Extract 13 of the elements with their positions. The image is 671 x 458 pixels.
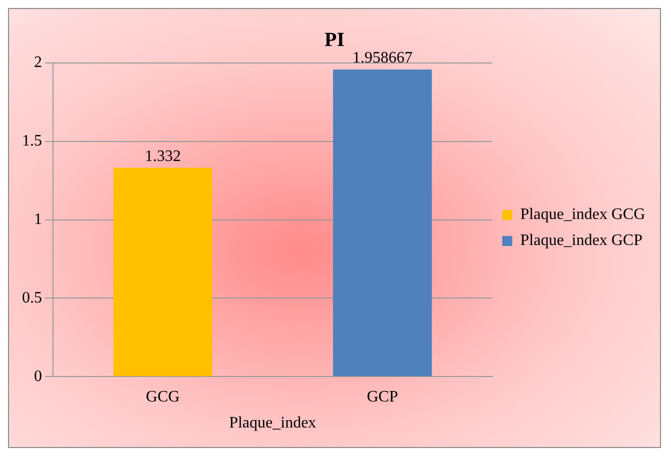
data-label: 1.958667 xyxy=(352,50,412,67)
y-tick-label: 1 xyxy=(34,211,42,228)
x-tick-label: GCP xyxy=(366,388,398,406)
x-axis-title: Plaque_index xyxy=(229,414,316,432)
y-tick-label: 0.5 xyxy=(22,289,42,306)
y-tick-label: 0 xyxy=(34,368,42,385)
legend-label: Plaque_index GCG xyxy=(520,206,646,224)
x-tick-label: GCG xyxy=(146,388,180,406)
data-label: 1.332 xyxy=(144,148,181,165)
chart-title: PI xyxy=(324,29,345,52)
legend-label: Plaque_index GCP xyxy=(520,232,643,250)
y-tick-label: 2 xyxy=(34,54,42,72)
y-tick-label: 1.5 xyxy=(22,132,42,150)
